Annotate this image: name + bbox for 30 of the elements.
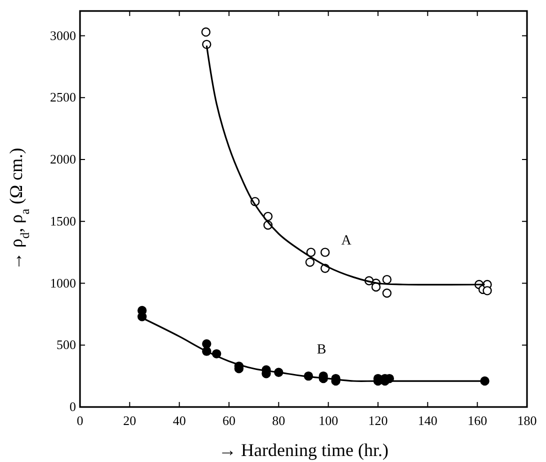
x-tick-label: 100 <box>318 413 338 428</box>
x-tick-label: 140 <box>418 413 438 428</box>
y-tick-label: 3000 <box>50 28 76 43</box>
x-tick-label: 20 <box>123 413 136 428</box>
annotation: B <box>316 342 326 358</box>
point <box>202 40 212 50</box>
x-tick-label: 80 <box>272 413 286 428</box>
x-tick-label: 40 <box>172 413 186 428</box>
x-tick-label: 60 <box>222 413 236 428</box>
x-tick-label: 160 <box>468 413 488 428</box>
annotation: A <box>341 233 352 248</box>
y-tick-label: 1500 <box>50 213 76 228</box>
y-tick-label: 2000 <box>50 152 76 166</box>
y-tick-label: 1000 <box>50 275 76 290</box>
point <box>201 27 211 37</box>
y-tick-label: 500 <box>56 337 76 352</box>
point <box>305 258 315 267</box>
x-axis-title: → Hardening time (hr.) <box>218 440 388 460</box>
point <box>482 286 492 296</box>
x-tick-label: 180 <box>517 413 537 428</box>
y-tick-label: 2500 <box>50 90 76 105</box>
x-tick-label: 120 <box>368 413 388 428</box>
y-tick-label: 0 <box>70 399 76 414</box>
point <box>382 274 392 284</box>
point <box>320 248 330 257</box>
point <box>137 312 147 322</box>
point <box>371 282 381 292</box>
point <box>306 248 316 257</box>
point <box>382 288 392 298</box>
point <box>202 339 212 348</box>
